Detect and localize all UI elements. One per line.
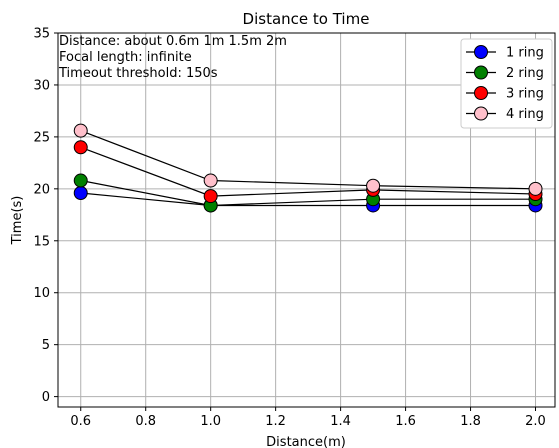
legend-label-4: 4 ring <box>506 107 544 122</box>
legend-marker-1 <box>474 45 488 59</box>
series-line-2 <box>80 179 536 207</box>
legend-marker-3 <box>474 86 488 100</box>
series-line-4 <box>80 130 536 190</box>
data-point-series-4 <box>73 123 88 138</box>
x-tick-label: 1.4 <box>330 414 351 429</box>
y-tick-label: 10 <box>33 286 50 301</box>
x-axis-label: Distance(m) <box>266 435 346 448</box>
data-point-series-3 <box>203 189 218 204</box>
data-point-series-3 <box>73 140 88 155</box>
x-tick-label: 2.0 <box>525 414 546 429</box>
y-tick-label: 25 <box>33 130 50 145</box>
annotation-timeout: Timeout threshold: 150s <box>58 66 218 81</box>
y-tick-label: 15 <box>33 234 50 249</box>
series-line-1 <box>80 192 536 207</box>
data-point-series-2 <box>73 173 88 188</box>
y-tick-label: 5 <box>42 338 50 353</box>
y-axis-label: Time(s) <box>10 196 25 246</box>
data-point-series-1 <box>73 185 88 200</box>
legend-box <box>460 38 553 129</box>
x-tick-label: 1.2 <box>265 414 286 429</box>
y-tick-label: 0 <box>42 390 50 405</box>
x-tick-label: 0.8 <box>135 414 156 429</box>
annotation-focal-length: Focal length: infinite <box>59 50 192 65</box>
series-line-3 <box>80 146 536 197</box>
legend-label-1: 1 ring <box>506 46 544 61</box>
y-tick-label: 20 <box>33 182 50 197</box>
x-tick-label: 0.6 <box>70 414 91 429</box>
x-tick-label: 1.6 <box>395 414 416 429</box>
legend-marker-4 <box>474 106 488 121</box>
data-point-series-4 <box>366 178 381 193</box>
y-tick-label: 35 <box>33 27 50 42</box>
data-point-series-4 <box>528 181 543 196</box>
axis-ticks: 0.6 0.8 1.0 1.2 1.4 1.6 1.8 2.0 0 5 10 15 20 25 30 35 <box>33 27 545 430</box>
legend-label-2: 2 ring <box>506 66 544 81</box>
x-tick-label: 1.8 <box>460 414 481 429</box>
annotation-distance: Distance: about 0.6m 1m 1.5m 2m <box>59 34 287 49</box>
grid <box>58 32 555 407</box>
data-point-series-4 <box>203 173 218 188</box>
legend-marker-2 <box>474 65 488 80</box>
x-tick-label: 1.0 <box>200 414 221 429</box>
y-tick-label: 30 <box>33 78 50 93</box>
legend: 1 ring 2 ring 3 ring 4 ring <box>460 38 553 129</box>
legend-label-3: 3 ring <box>506 87 544 102</box>
chart-title: Distance to Time <box>243 10 370 28</box>
series-group <box>73 123 543 213</box>
plot-frame <box>57 32 556 408</box>
